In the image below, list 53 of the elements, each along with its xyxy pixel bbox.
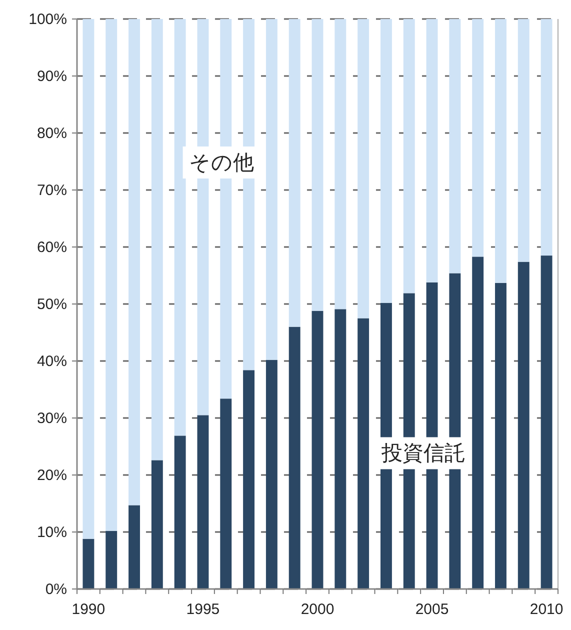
bar xyxy=(266,360,278,589)
y-tick-label: 60% xyxy=(36,239,67,256)
bar xyxy=(197,415,209,589)
bar xyxy=(334,309,346,589)
bar xyxy=(106,530,118,589)
bar xyxy=(334,19,346,310)
bar xyxy=(518,262,530,589)
x-tick-label: 1995 xyxy=(186,601,220,618)
x-tick-label: 2005 xyxy=(415,601,449,618)
x-tick-label: 2000 xyxy=(300,601,334,618)
series-label: その他 xyxy=(188,150,254,174)
bar xyxy=(128,505,140,589)
bar xyxy=(243,370,255,589)
x-tick-label: 1990 xyxy=(72,601,106,618)
y-tick-label: 20% xyxy=(36,467,67,484)
y-tick-label: 80% xyxy=(36,125,67,142)
bar xyxy=(128,19,140,506)
y-tick-label: 30% xyxy=(36,410,67,427)
y-tick-label: 10% xyxy=(36,524,67,541)
bar xyxy=(403,19,415,294)
bar xyxy=(288,326,300,589)
bar xyxy=(174,436,186,589)
bar xyxy=(288,19,300,327)
bar xyxy=(426,19,438,282)
bar xyxy=(220,398,232,589)
y-tick-label: 70% xyxy=(36,182,67,199)
bar xyxy=(495,19,506,283)
bar xyxy=(106,19,118,531)
bar xyxy=(358,19,370,318)
bar xyxy=(174,19,186,436)
y-tick-label: 100% xyxy=(28,11,67,28)
bar xyxy=(495,282,506,589)
bar xyxy=(312,310,324,589)
y-tick-label: 0% xyxy=(45,581,67,598)
bar xyxy=(540,256,552,589)
bar xyxy=(151,19,163,460)
y-tick-label: 50% xyxy=(36,296,67,313)
bar xyxy=(518,19,530,262)
bar xyxy=(472,19,484,257)
bar xyxy=(82,19,94,539)
y-tick-label: 40% xyxy=(36,353,67,370)
bar xyxy=(151,460,163,589)
bar xyxy=(472,256,484,589)
series-label: 投資信託 xyxy=(380,441,466,466)
bar xyxy=(380,19,392,303)
bar xyxy=(82,538,94,589)
y-tick-label: 90% xyxy=(36,68,67,85)
bar xyxy=(358,318,370,589)
bar xyxy=(266,19,278,360)
bar xyxy=(540,19,552,256)
bar xyxy=(449,19,461,274)
x-tick-label: 2010 xyxy=(530,601,564,618)
bar xyxy=(312,19,324,311)
